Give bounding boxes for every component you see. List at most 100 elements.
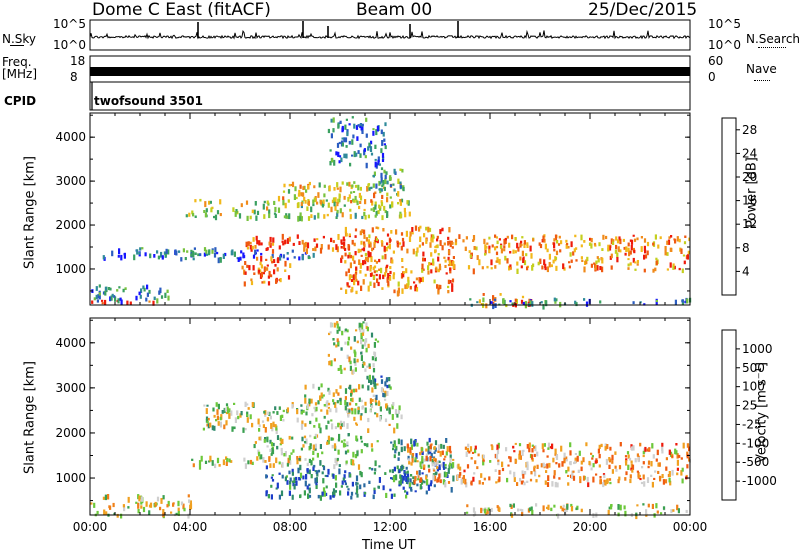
heatmap-cell [337,151,340,157]
heatmap-cell [281,233,284,240]
heatmap-cell [647,460,651,465]
heatmap-cell [652,242,655,246]
heatmap-cell [205,208,208,213]
heatmap-cell [368,480,371,484]
heatmap-cell [108,287,111,291]
heatmap-cell [447,236,450,240]
heatmap-cell [555,298,558,302]
heatmap-cell [385,266,388,273]
heatmap-cell [581,259,584,262]
heatmap-cell [304,423,307,427]
heatmap-cell [450,487,453,493]
heatmap-cell [347,341,350,346]
heatmap-cell [383,245,386,252]
heatmap-cell [281,474,284,479]
heatmap-cell [624,510,627,517]
heatmap-cell [531,509,534,515]
heatmap-cell [449,457,452,463]
heatmap-cell [544,266,547,271]
heatmap-cell [611,454,614,461]
heatmap-cell [468,250,471,254]
heatmap-cell [291,404,294,409]
heatmap-cell [406,491,409,495]
heatmap-cell [579,477,582,484]
heatmap-cell [670,235,673,238]
heatmap-cell [383,393,386,398]
heatmap-cell [595,260,598,265]
heatmap-cell [611,469,614,474]
heatmap-cell [313,436,316,439]
heatmap-cell [480,303,483,306]
nave-bottom-label: 0 [708,70,716,84]
heatmap-cell [522,258,525,263]
heatmap-cell [526,244,529,248]
heatmap-cell [309,420,312,425]
heatmap-cell [300,204,303,209]
heatmap-cell [278,245,281,250]
heatmap-cell [410,474,413,477]
heatmap-cell [398,242,402,245]
heatmap-cell [280,490,284,497]
heatmap-cell [552,457,555,463]
heatmap-cell [520,243,523,247]
heatmap-cell [364,492,367,495]
heatmap-cell [259,269,262,273]
heatmap-cell [372,128,375,131]
heatmap-cell [365,326,368,329]
heatmap-cell [655,299,658,303]
heatmap-cell [104,286,107,291]
heatmap-cell [361,363,365,368]
heatmap-cell [433,469,436,472]
heatmap-cell [274,424,277,428]
heatmap-cell [433,484,436,488]
heatmap-cell [538,474,541,478]
heatmap-cell [414,457,417,461]
heatmap-cell [364,273,367,277]
heatmap-cell [361,130,364,134]
heatmap-cell [569,442,572,448]
heatmap-cell [683,260,686,265]
heatmap-cell [516,482,519,486]
heatmap-cell [382,180,385,186]
heatmap-cell [654,470,657,473]
heatmap-cell [354,454,358,459]
heatmap-cell [258,240,261,246]
heatmap-cell [354,367,357,372]
heatmap-cell [472,239,475,242]
heatmap-cell [153,254,156,258]
heatmap-cell [674,299,677,305]
x-tick-label: 04:00 [173,520,208,534]
heatmap-cell [355,266,358,271]
heatmap-cell [392,402,395,406]
heatmap-cell [627,267,630,270]
heatmap-cell [400,465,403,469]
heatmap-cell [285,213,288,219]
heatmap-cell [619,504,622,511]
heatmap-cell [127,506,130,509]
heatmap-cell [262,272,265,275]
heatmap-cell [542,304,545,310]
heatmap-cell [271,478,275,482]
heatmap-cell [372,207,375,212]
heatmap-cell [339,365,342,371]
heatmap-cell [449,454,452,460]
heatmap-cell [363,362,366,366]
heatmap-cell [397,178,400,184]
heatmap-cell [367,214,370,219]
heatmap-cell [357,410,360,415]
heatmap-cell [373,270,376,274]
heatmap-cell [219,213,222,217]
heatmap-cell [346,441,349,446]
heatmap-cell [436,460,439,466]
heatmap-cell [296,234,299,239]
heatmap-cell [244,401,247,407]
heatmap-cell [451,278,455,283]
y-tick-label: 2000 [55,218,86,232]
heatmap-cell [617,504,620,510]
heatmap-cell [513,471,516,478]
heatmap-cell [497,460,500,466]
heatmap-cell [355,125,359,130]
heatmap-cell [300,202,303,206]
heatmap-cell [309,443,312,449]
heatmap-cell [328,332,331,336]
